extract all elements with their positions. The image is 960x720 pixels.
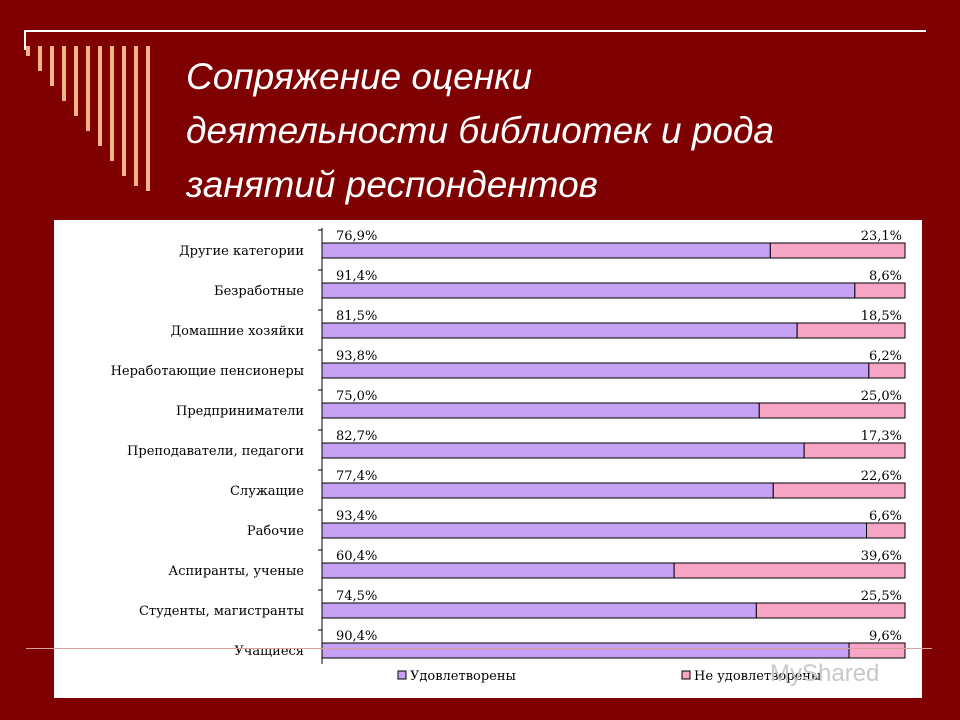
category-label: Учащиеся xyxy=(234,644,304,659)
title-line-2: деятельности библиотек и рода xyxy=(186,110,775,151)
watermark-text: MyShared xyxy=(770,660,880,687)
bar-segment xyxy=(866,522,906,539)
bar-segment xyxy=(796,322,906,339)
bar-segment xyxy=(769,242,906,259)
bar-segment xyxy=(321,282,856,299)
bar-segment xyxy=(321,642,850,659)
bar-segment xyxy=(758,402,906,419)
category-label: Аспиранты, ученые xyxy=(168,564,304,579)
category-label: Неработающие пенсионеры xyxy=(111,364,304,379)
category-label: Студенты, магистранты xyxy=(139,604,304,619)
decorative-stripe xyxy=(134,46,138,186)
category-label: Предприниматели xyxy=(176,404,304,419)
category-label: Рабочие xyxy=(247,524,304,539)
bar-segment xyxy=(868,362,906,379)
data-label-satisfied: 90,4% xyxy=(336,629,377,644)
bar-segment xyxy=(755,602,906,619)
data-label-not-satisfied: 39,6% xyxy=(861,549,902,564)
title-top-rule xyxy=(24,30,926,32)
data-label-satisfied: 93,8% xyxy=(336,349,377,364)
decorative-stripe xyxy=(110,46,114,161)
category-label: Домашние хозяйки xyxy=(171,324,304,339)
legend-label: Удовлетворены xyxy=(410,669,516,684)
data-label-satisfied: 93,4% xyxy=(336,509,377,524)
title-line-3: занятий респондентов xyxy=(186,164,598,205)
data-label-not-satisfied: 9,6% xyxy=(869,629,902,644)
decorative-stripe xyxy=(146,46,150,191)
data-label-satisfied: 60,4% xyxy=(336,549,377,564)
data-label-satisfied: 82,7% xyxy=(336,429,377,444)
bar-segment xyxy=(854,282,906,299)
bar-segment xyxy=(321,562,675,579)
category-label: Преподаватели, педагоги xyxy=(127,444,304,459)
category-label: Служащие xyxy=(230,484,304,499)
bar-segment xyxy=(321,442,805,459)
decorative-stripe xyxy=(122,46,126,176)
decorative-stripe xyxy=(98,46,102,146)
legend-swatch xyxy=(397,670,407,680)
data-label-satisfied: 76,9% xyxy=(336,229,377,244)
data-label-not-satisfied: 6,6% xyxy=(869,509,902,524)
decorative-stripe xyxy=(74,46,78,116)
data-label-not-satisfied: 18,5% xyxy=(861,309,902,324)
data-label-not-satisfied: 23,1% xyxy=(861,229,902,244)
decorative-stripe xyxy=(50,46,54,86)
decorative-stripe xyxy=(38,46,42,71)
title-line-1: Сопряжение оценки xyxy=(186,56,533,97)
data-label-satisfied: 75,0% xyxy=(336,389,377,404)
decorative-stripes xyxy=(26,46,166,196)
bar-segment xyxy=(321,242,771,259)
data-label-not-satisfied: 8,6% xyxy=(869,269,902,284)
category-label: Безработные xyxy=(214,284,304,299)
chart-area: Другие категории 76,9% 23,1% Безработные 91,… xyxy=(54,220,922,698)
bottom-rule xyxy=(26,648,932,649)
bar-segment xyxy=(673,562,906,579)
legend-label: Не удовлетворены xyxy=(694,669,821,684)
title-corner-rule xyxy=(24,30,26,50)
decorative-stripe xyxy=(62,46,66,101)
bar-segment xyxy=(803,442,906,459)
data-label-not-satisfied: 22,6% xyxy=(861,469,902,484)
bar-segment xyxy=(772,482,906,499)
data-label-satisfied: 74,5% xyxy=(336,589,377,604)
stacked-bar-chart: Другие категории 76,9% 23,1% Безработные 91,… xyxy=(111,228,906,684)
data-label-not-satisfied: 6,2% xyxy=(869,349,902,364)
bar-segment xyxy=(848,642,906,659)
bar-segment xyxy=(321,322,798,339)
legend-swatch xyxy=(681,670,691,680)
bar-segment xyxy=(321,362,870,379)
decorative-stripe xyxy=(86,46,90,131)
data-label-satisfied: 81,5% xyxy=(336,309,377,324)
data-label-satisfied: 77,4% xyxy=(336,469,377,484)
slide-title: Сопряжение оценки деятельности библиотек… xyxy=(186,50,906,212)
data-label-not-satisfied: 25,0% xyxy=(861,389,902,404)
bar-segment xyxy=(321,522,868,539)
data-label-not-satisfied: 17,3% xyxy=(861,429,902,444)
bar-segment xyxy=(321,402,760,419)
bar-segment xyxy=(321,482,774,499)
data-label-not-satisfied: 25,5% xyxy=(861,589,902,604)
decorative-stripe xyxy=(26,46,30,56)
category-label: Другие категории xyxy=(179,244,304,259)
bar-segment xyxy=(321,602,757,619)
data-label-satisfied: 91,4% xyxy=(336,269,377,284)
